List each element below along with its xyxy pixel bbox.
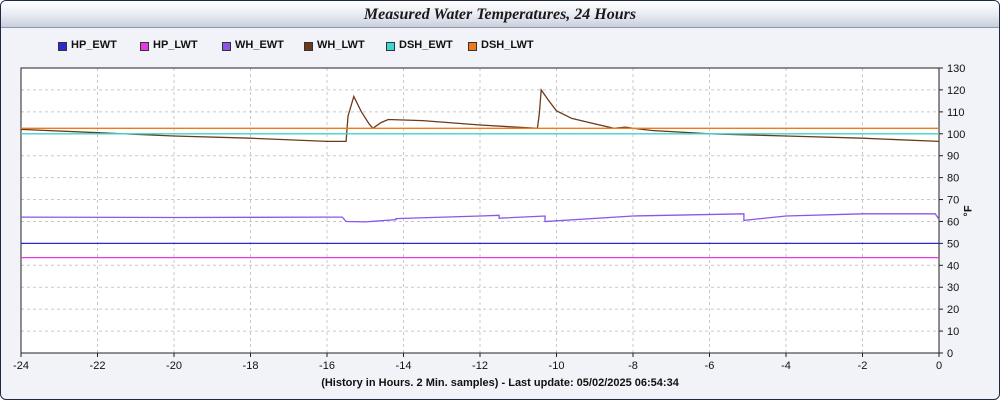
y-tick-label: 80 — [947, 173, 959, 185]
y-tick-label: 30 — [947, 282, 959, 294]
legend-swatch — [304, 42, 313, 51]
x-tick-label: 0 — [936, 360, 942, 372]
x-tick-label: -16 — [319, 360, 335, 372]
y-tick-label: 70 — [947, 195, 959, 207]
legend-label: DSH_EWT — [399, 39, 453, 51]
x-tick-label: -6 — [705, 360, 715, 372]
y-tick-label: 100 — [947, 129, 965, 141]
x-tick-label: -4 — [781, 360, 791, 372]
series-line-wh-ewt — [20, 213, 940, 223]
legend-label: HP_LWT — [153, 39, 198, 51]
y-tick-label: 40 — [947, 260, 959, 272]
legend-label: WH_EWT — [235, 39, 284, 51]
chart-title-bar: Measured Water Temperatures, 24 Hours — [1, 1, 999, 28]
x-tick-label: -10 — [549, 360, 565, 372]
y-tick-label: 60 — [947, 216, 959, 228]
x-tick-label: -14 — [396, 360, 412, 372]
x-tick-label: -24 — [13, 360, 29, 372]
x-tick-label: -8 — [628, 360, 638, 372]
x-tick-label: -12 — [472, 360, 488, 372]
y-tick-label: 130 — [947, 63, 965, 75]
legend-swatch — [222, 42, 231, 51]
x-tick-label: -20 — [166, 360, 182, 372]
y-axis-label: °F — [962, 205, 975, 217]
x-tick-label: -18 — [243, 360, 259, 372]
x-axis-label: (History in Hours. 2 Min. samples) - Las… — [321, 377, 679, 389]
legend-label: DSH_LWT — [481, 39, 534, 51]
y-tick-label: 90 — [947, 151, 959, 163]
y-tick-label: 110 — [947, 107, 965, 119]
legend-label: WH_LWT — [317, 39, 365, 51]
chart-title: Measured Water Temperatures, 24 Hours — [363, 6, 637, 23]
plot-area — [21, 68, 939, 353]
y-tick-label: 120 — [947, 85, 965, 97]
legend-swatch — [386, 42, 395, 51]
legend-swatch — [468, 42, 477, 51]
legend-label: HP_EWT — [71, 39, 117, 51]
x-tick-label: -22 — [90, 360, 106, 372]
y-tick-label: 20 — [947, 304, 959, 316]
y-tick-label: 0 — [947, 348, 953, 360]
legend-swatch — [58, 42, 67, 51]
legend-swatch — [140, 42, 149, 51]
y-tick-label: 50 — [947, 238, 959, 250]
y-tick-label: 10 — [947, 326, 959, 338]
x-tick-label: -2 — [858, 360, 868, 372]
